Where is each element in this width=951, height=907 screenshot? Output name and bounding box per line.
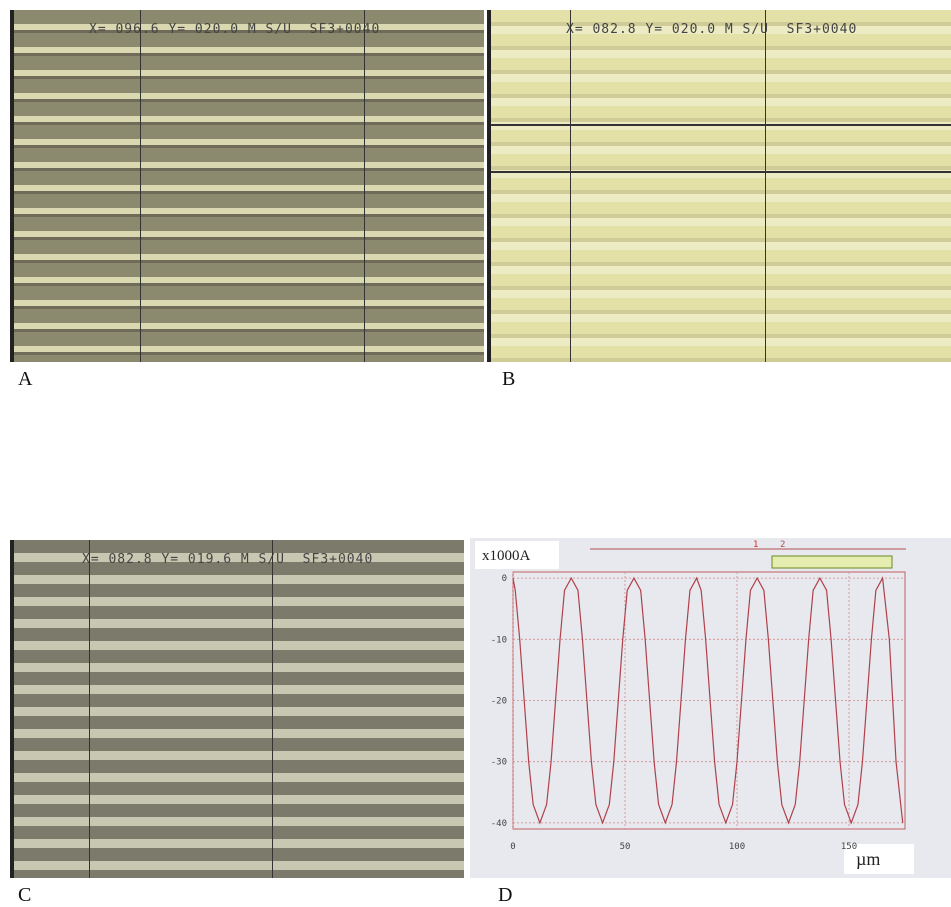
cursor-line bbox=[765, 10, 766, 362]
readout-box bbox=[771, 555, 893, 569]
y-tick-label: -10 bbox=[491, 635, 507, 645]
x-tick-label: 0 bbox=[510, 842, 515, 852]
panel-label: C bbox=[18, 884, 32, 906]
panel-label: B bbox=[502, 368, 516, 390]
label-box bbox=[475, 541, 559, 569]
cursor-line bbox=[272, 540, 273, 878]
cursor-line bbox=[89, 540, 90, 878]
cursor-line bbox=[364, 10, 365, 362]
y-tick-label: -40 bbox=[491, 819, 507, 829]
chart: x1000A µm 1 2 0 -10 -20 -30 -40 0 50 100 150 bbox=[475, 540, 914, 874]
micrograph: X= 082.8 Y= 019.6 M S/U SF3+0040 bbox=[10, 540, 464, 878]
overlay-text: X= 082.8 Y= 019.6 M S/U SF3+0040 bbox=[82, 552, 374, 567]
cursor-label: 1 bbox=[753, 540, 758, 550]
y-axis-label: x1000A bbox=[482, 548, 531, 564]
cursor-line bbox=[491, 171, 951, 173]
y-tick-label: -20 bbox=[491, 697, 507, 707]
panel-label: D bbox=[498, 884, 513, 906]
profile-line bbox=[512, 576, 904, 825]
overlay-text: X= 096.6 Y= 020.0 M S/U SF3+0040 bbox=[89, 22, 381, 37]
x-tick-label: 100 bbox=[729, 842, 745, 852]
x-tick-label: 150 bbox=[841, 842, 857, 852]
x-axis-label: µm bbox=[856, 849, 880, 869]
micrograph: X= 096.6 Y= 020.0 M S/U SF3+0040 bbox=[10, 10, 484, 362]
label-box bbox=[844, 844, 914, 874]
overlay-text: X= 082.8 Y= 020.0 M S/U SF3+0040 bbox=[566, 22, 858, 37]
x-tick-label: 50 bbox=[620, 842, 631, 852]
cursor-line bbox=[140, 10, 141, 362]
panel-label: A bbox=[18, 368, 33, 390]
cursor-line bbox=[570, 10, 571, 362]
y-tick-label: 0 bbox=[502, 574, 507, 584]
profile-panel: x1000A µm 1 2 0 -10 -20 -30 -40 0 50 100 150 bbox=[470, 538, 951, 878]
micrograph: X= 082.8 Y= 020.0 M S/U SF3+0040 bbox=[487, 10, 951, 362]
cursor-line bbox=[491, 124, 951, 126]
y-tick-label: -30 bbox=[491, 758, 507, 768]
cursor-label: 2 bbox=[780, 540, 785, 550]
